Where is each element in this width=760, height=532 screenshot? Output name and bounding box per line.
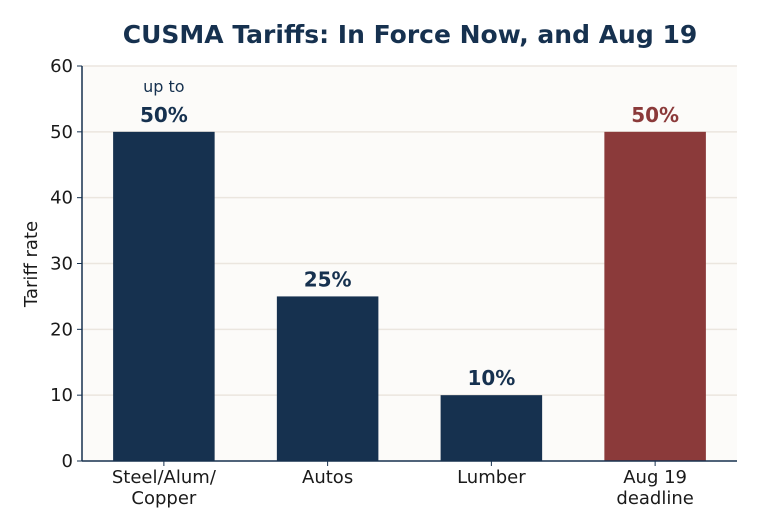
y-tick-label: 60 [50,56,73,77]
x-category-label: Copper [131,488,197,509]
y-tick-label: 20 [50,319,73,340]
bar [113,131,215,462]
bar [604,131,706,462]
bar-annotation: up to [143,77,184,96]
y-axis-label: Tariff rate [21,221,42,308]
x-category-label: Lumber [457,467,526,488]
y-tick-label: 0 [62,451,73,472]
data-labels: 50% up to 25% 10% 50% [140,77,679,390]
x-category-label: Autos [302,467,353,488]
y-tick-labels: 0 10 20 30 40 50 60 [50,56,82,472]
data-label: 25% [304,267,352,291]
x-category-label: Steel/Alum/ [112,467,217,488]
x-category-label: Aug 19 [623,467,687,488]
data-label: 50% [140,103,188,127]
y-tick-label: 10 [50,385,73,406]
data-label: 50% [631,103,679,127]
x-category-label: deadline [616,488,693,509]
bars [113,131,706,462]
bar [276,296,379,461]
y-tick-label: 30 [50,254,73,275]
y-tick-label: 40 [50,188,73,209]
chart-title: CUSMA Tariffs: In Force Now, and Aug 19 [123,20,697,49]
bar [440,395,543,461]
x-category-labels: Steel/Alum/Copper Autos Lumber Aug 19deadli… [112,461,694,509]
data-label: 10% [467,366,515,390]
y-tick-label: 50 [50,122,73,143]
